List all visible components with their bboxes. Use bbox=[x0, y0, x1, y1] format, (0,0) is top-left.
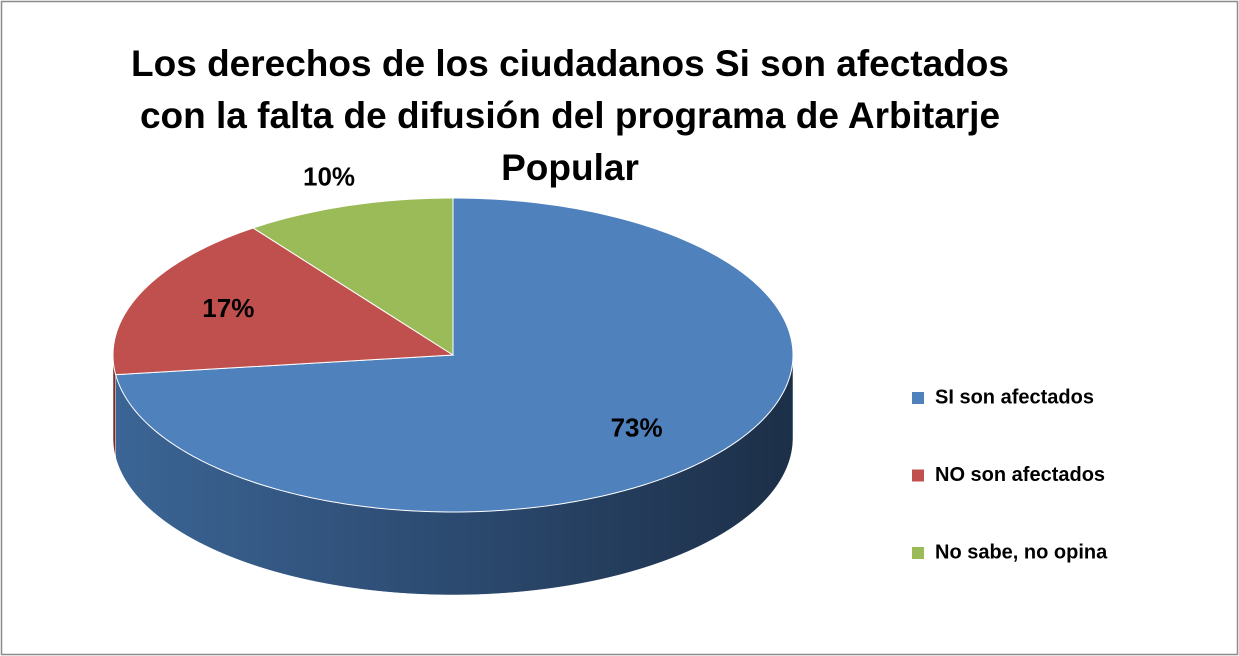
legend-swatch bbox=[912, 392, 924, 404]
chart-title: Los derechos de los ciudadanos Si son af… bbox=[131, 43, 1009, 188]
slice bbox=[115, 197, 794, 513]
legend-label: No sabe, no opina bbox=[935, 541, 1108, 563]
legend-swatch bbox=[912, 547, 924, 559]
legend-label: SI son afectados bbox=[935, 386, 1094, 408]
data-label: 73% bbox=[611, 413, 663, 443]
data-label: 17% bbox=[202, 293, 254, 323]
slice bbox=[251, 197, 454, 356]
legend-label: NO son afectados bbox=[935, 464, 1105, 486]
data-label: 10% bbox=[303, 162, 355, 192]
legend-swatch bbox=[912, 469, 924, 482]
slice bbox=[112, 227, 455, 376]
